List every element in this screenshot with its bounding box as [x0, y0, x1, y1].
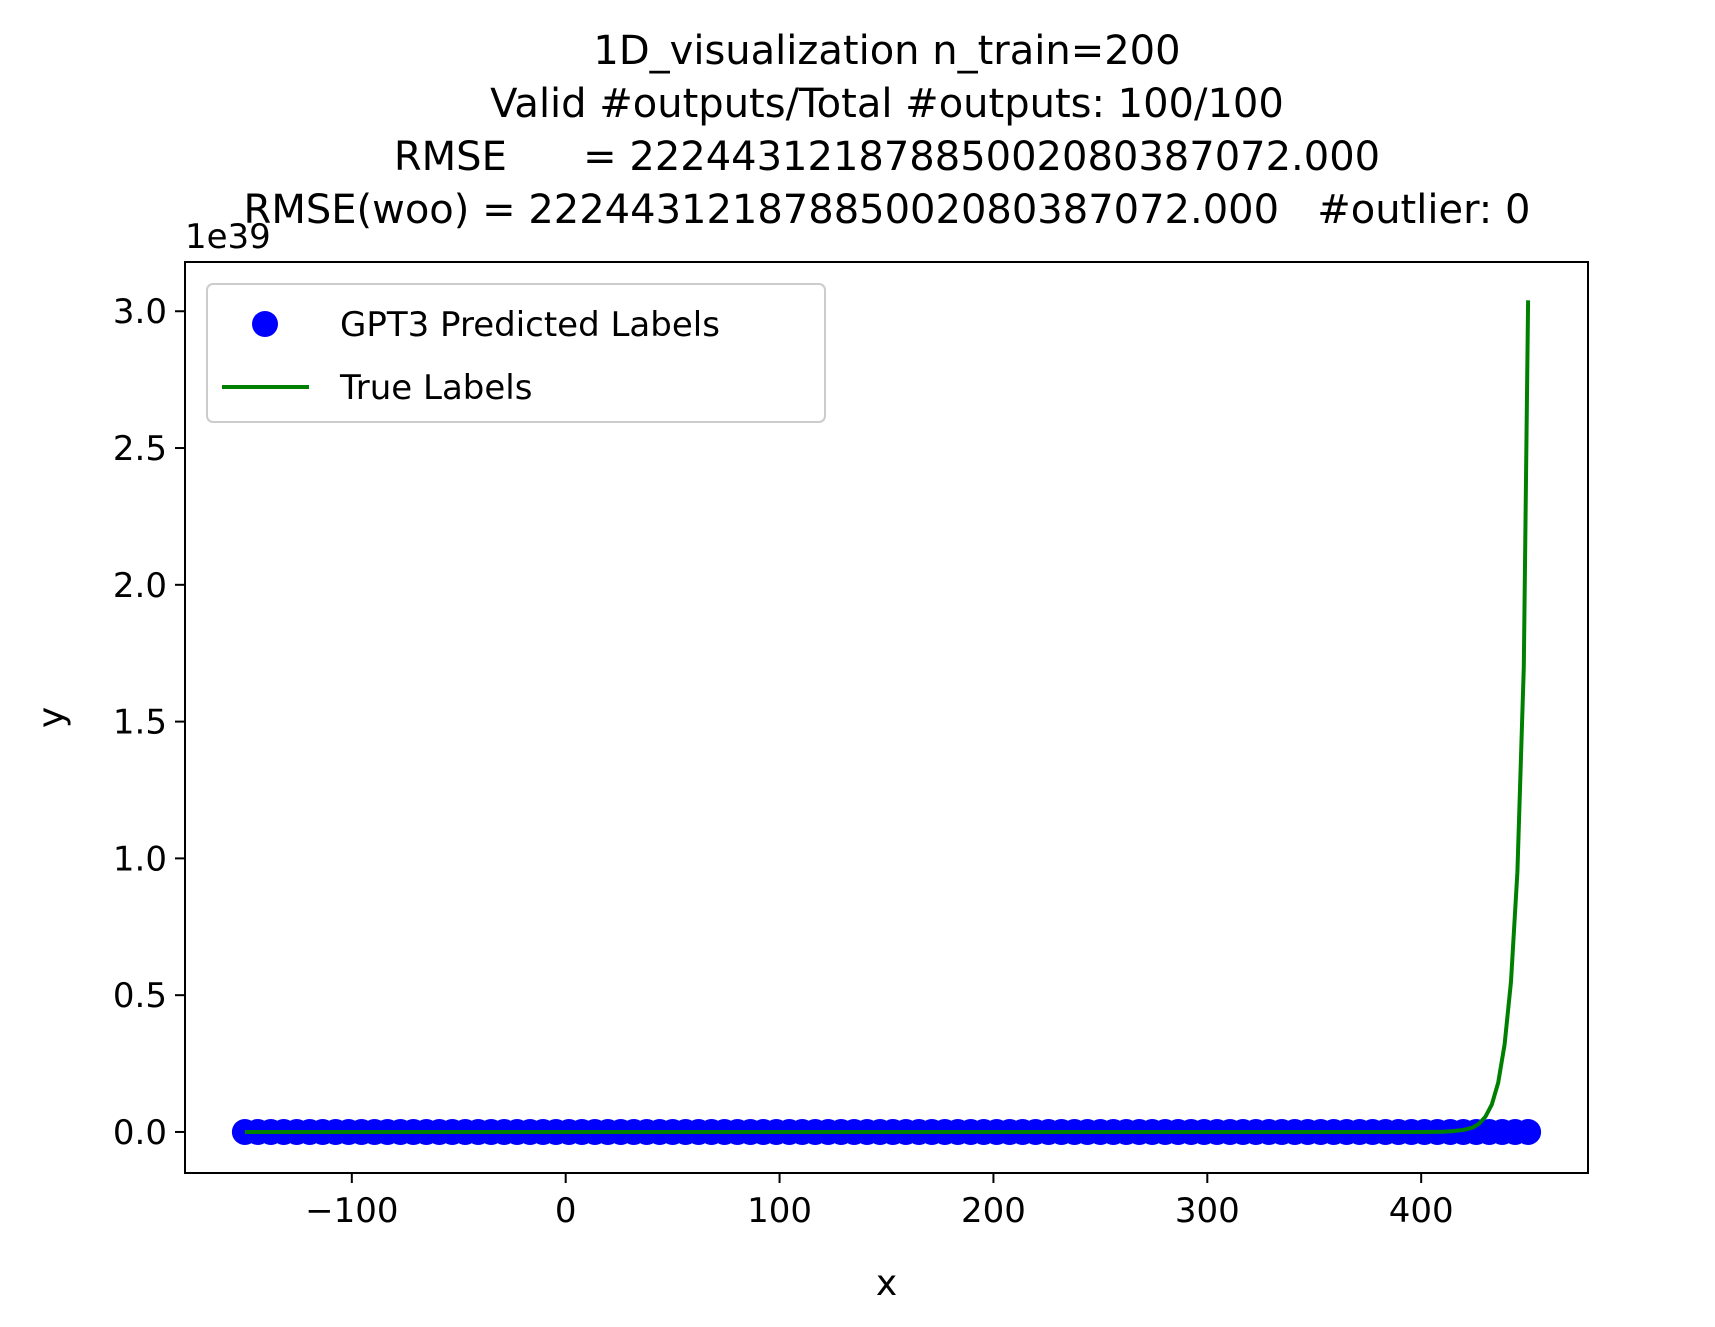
legend: GPT3 Predicted Labels True Labels — [206, 283, 826, 423]
axes-frame — [184, 261, 1589, 1174]
legend-marker-predicted — [252, 311, 278, 337]
y-tick-label: 2.5 — [113, 429, 167, 469]
x-tick-label: 200 — [961, 1191, 1026, 1231]
x-tick-label: −100 — [305, 1191, 398, 1231]
y-axis-ticks: 0.0 0.5 1.0 1.5 2.0 2.5 3.0 — [113, 292, 185, 1153]
title-line-4: RMSE(woo) = 22244312187885002080387072.0… — [244, 187, 1531, 233]
title-line-2: Valid #outputs/Total #outputs: 100/100 — [490, 81, 1284, 127]
title-line-3: RMSE = 22244312187885002080387072.000 — [394, 134, 1380, 180]
legend-label-true: True Labels — [339, 368, 532, 408]
y-tick-label: 1.5 — [113, 703, 167, 743]
y-tick-label: 0.5 — [113, 976, 167, 1016]
y-tick-label: 0.0 — [113, 1113, 167, 1153]
y-offset-label: 1e39 — [185, 217, 271, 257]
x-tick-label: 100 — [747, 1191, 812, 1231]
x-axis-label: x — [876, 1263, 897, 1304]
predicted-point — [1515, 1118, 1542, 1145]
y-axis-label: y — [31, 707, 72, 728]
y-tick-label: 3.0 — [113, 292, 167, 332]
x-tick-label: 0 — [555, 1191, 577, 1231]
series-layer — [231, 300, 1542, 1145]
x-axis-ticks: −100 0 100 200 300 400 — [305, 1173, 1454, 1231]
x-tick-label: 400 — [1389, 1191, 1454, 1231]
plot-area: −100 0 100 200 300 400 0.0 0.5 1.0 1.5 2.0 2.5 3.0 — [113, 261, 1589, 1231]
true-labels-line — [244, 300, 1531, 1134]
title-line-1: 1D_visualization n_train=200 — [593, 28, 1180, 74]
x-tick-label: 300 — [1175, 1191, 1240, 1231]
y-tick-label: 1.0 — [113, 839, 167, 879]
legend-box — [206, 283, 826, 423]
chart-title: 1D_visualization n_train=200 Valid #outp… — [244, 28, 1531, 233]
legend-label-predicted: GPT3 Predicted Labels — [340, 305, 720, 345]
y-tick-label: 2.0 — [113, 566, 167, 606]
